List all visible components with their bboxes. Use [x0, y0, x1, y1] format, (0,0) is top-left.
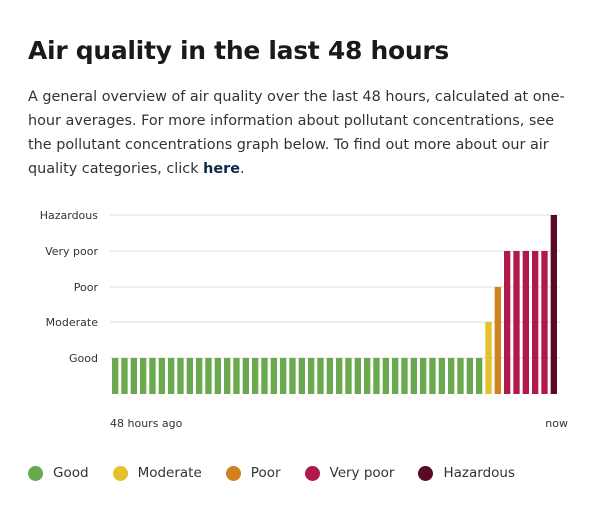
- bar-hour-33: [410, 358, 417, 394]
- bar-hour-36: [438, 358, 445, 394]
- y-tick-good: Good: [69, 352, 98, 365]
- description-end: .: [240, 161, 245, 177]
- bar-hour-38: [457, 358, 464, 394]
- chart-gridlines: [110, 214, 560, 359]
- legend-label: Good: [53, 465, 89, 481]
- bar-hour-11: [205, 358, 212, 394]
- bar-hour-41: [485, 322, 492, 394]
- bar-hour-29: [373, 358, 380, 394]
- bar-hour-26: [345, 358, 352, 394]
- legend-swatch-poor: [225, 465, 241, 481]
- air-quality-chart: Good Moderate Poor Very poor Hazardous 48 ho…: [40, 209, 568, 430]
- bar-hour-20: [289, 358, 296, 394]
- chart-bars: [112, 215, 557, 394]
- legend-label: Very poor: [329, 465, 395, 481]
- legend-swatch-very-poor: [304, 465, 320, 481]
- bar-hour-8: [177, 358, 184, 394]
- bar-hour-45: [522, 251, 529, 394]
- bar-hour-16: [252, 358, 259, 394]
- bar-hour-40: [476, 358, 483, 394]
- bar-hour-2: [121, 358, 128, 394]
- bar-hour-31: [392, 358, 399, 394]
- bar-hour-46: [532, 251, 539, 394]
- bar-hour-34: [420, 358, 427, 394]
- bar-hour-7: [168, 358, 175, 394]
- x-tick-start: 48 hours ago: [110, 417, 183, 430]
- legend-item-hazardous: Hazardous: [418, 465, 515, 481]
- bar-hour-22: [308, 358, 315, 394]
- bar-hour-43: [504, 251, 511, 394]
- description-text: A general overview of air quality over t…: [28, 89, 565, 177]
- y-tick-poor: Poor: [74, 281, 99, 294]
- bar-hour-28: [364, 358, 371, 394]
- legend-item-moderate: Moderate: [112, 465, 202, 481]
- bar-hour-5: [149, 358, 156, 394]
- legend-swatch-good: [28, 465, 43, 481]
- bar-hour-17: [261, 358, 268, 394]
- bar-hour-10: [196, 358, 203, 394]
- legend-item-good: Good: [28, 465, 89, 481]
- bar-hour-48: [550, 215, 557, 394]
- y-tick-hazardous: Hazardous: [40, 209, 99, 222]
- bar-hour-42: [494, 287, 501, 394]
- bar-hour-19: [280, 358, 287, 394]
- bar-hour-18: [270, 358, 277, 394]
- bar-hour-32: [401, 358, 408, 394]
- bar-hour-13: [224, 358, 231, 394]
- x-axis-labels: 48 hours ago now: [110, 417, 568, 430]
- bar-hour-47: [541, 251, 548, 394]
- bar-hour-39: [466, 358, 473, 394]
- legend-label: Moderate: [137, 465, 202, 481]
- page-title: Air quality in the last 48 hours: [28, 36, 449, 65]
- legend-label: Hazardous: [443, 465, 515, 481]
- legend-swatch-moderate: [112, 465, 128, 481]
- bar-hour-4: [140, 358, 147, 394]
- chart-description: A general overview of air quality over t…: [28, 85, 576, 181]
- legend-label: Poor: [250, 465, 281, 481]
- categories-link[interactable]: here: [203, 161, 240, 177]
- legend-item-very-poor: Very poor: [304, 465, 395, 481]
- bar-hour-24: [326, 358, 333, 394]
- bar-hour-9: [186, 358, 193, 394]
- bar-hour-3: [130, 358, 137, 394]
- bar-hour-21: [298, 358, 305, 394]
- bar-hour-14: [233, 358, 240, 394]
- x-tick-end: now: [545, 417, 568, 430]
- bar-hour-6: [158, 358, 165, 394]
- bar-hour-30: [382, 358, 389, 394]
- y-tick-very-poor: Very poor: [45, 245, 98, 258]
- bar-hour-25: [336, 358, 343, 394]
- y-tick-moderate: Moderate: [46, 316, 99, 329]
- bar-hour-27: [354, 358, 361, 394]
- chart-legend: Good Moderate Poor Very poor Hazardous: [28, 465, 539, 481]
- legend-item-poor: Poor: [225, 465, 281, 481]
- legend-swatch-hazardous: [418, 465, 434, 481]
- bar-hour-15: [242, 358, 249, 394]
- bar-hour-37: [448, 358, 455, 394]
- bar-hour-12: [214, 358, 221, 394]
- bar-hour-23: [317, 358, 324, 394]
- bar-hour-1: [112, 358, 119, 394]
- bar-hour-35: [429, 358, 436, 394]
- bar-hour-44: [513, 251, 520, 394]
- y-axis-labels: Good Moderate Poor Very poor Hazardous: [40, 209, 99, 365]
